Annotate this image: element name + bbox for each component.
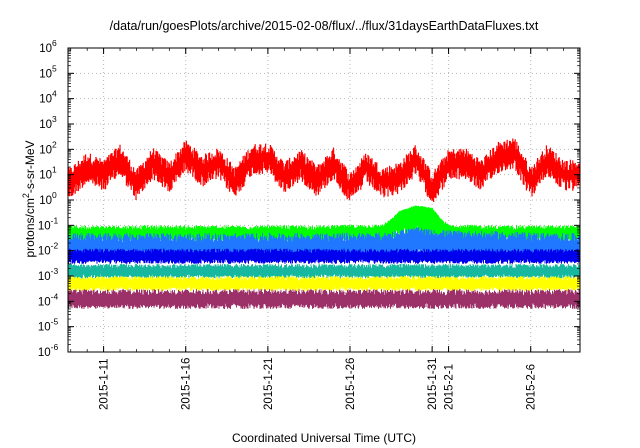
y-tick-label: 10-6 (38, 342, 59, 359)
y-tick-label: 104 (39, 89, 57, 106)
y-tick-base: 10 (39, 43, 52, 55)
y-tick-label: 10-1 (38, 215, 59, 232)
x-tick-label: 2015-1-11 (99, 358, 111, 410)
axes: 10-610-510-410-310-210-11001011021031041… (38, 38, 581, 410)
y-axis-label-sup: 2 (21, 193, 31, 198)
chart-title: /data/run/goesPlots/archive/2015-02-08/f… (110, 19, 539, 33)
y-tick-label: 100 (39, 190, 57, 207)
y-tick-base: 10 (39, 144, 52, 156)
x-tick-label: 2015-2-6 (526, 364, 538, 410)
y-tick-exponent: -3 (51, 266, 59, 276)
y-tick-base: 10 (38, 322, 51, 334)
y-tick-label: 10-5 (38, 317, 59, 334)
y-axis-label: protons/cm2-s-sr-MeV (21, 140, 37, 257)
y-tick-base: 10 (38, 271, 51, 283)
y-tick-label: 101 (39, 165, 57, 182)
series-layer (67, 138, 581, 309)
y-tick-base: 10 (39, 119, 52, 131)
y-tick-base: 10 (39, 195, 52, 207)
y-tick-exponent: -2 (51, 241, 59, 251)
x-tick-label: 2015-1-26 (345, 358, 357, 410)
x-tick-label: 2015-2-1 (444, 364, 456, 410)
x-tick-label: 2015-1-31 (427, 358, 439, 410)
y-tick-base: 10 (38, 246, 51, 258)
y-tick-label: 105 (39, 63, 57, 80)
y-tick-exponent: 0 (52, 190, 57, 200)
y-tick-label: 10-2 (38, 241, 59, 258)
y-tick-exponent: -1 (51, 215, 59, 225)
y-tick-base: 10 (39, 94, 52, 106)
y-tick-exponent: 5 (52, 63, 57, 73)
y-tick-label: 103 (39, 114, 57, 131)
y-tick-exponent: -6 (51, 342, 59, 352)
y-tick-label: 106 (39, 38, 57, 55)
y-tick-exponent: -4 (51, 291, 59, 301)
y-tick-exponent: 3 (52, 114, 57, 124)
y-tick-base: 10 (38, 220, 51, 232)
x-tick-label: 2015-1-16 (181, 358, 193, 410)
y-tick-exponent: -5 (51, 317, 59, 327)
x-axis-label: Coordinated Universal Time (UTC) (232, 431, 416, 445)
y-tick-exponent: 2 (52, 139, 57, 149)
y-axis-label-post: -s-sr-MeV (23, 140, 37, 193)
y-tick-base: 10 (38, 347, 51, 359)
y-tick-exponent: 4 (52, 89, 57, 99)
y-tick-exponent: 1 (52, 165, 57, 175)
y-tick-exponent: 6 (52, 38, 57, 48)
y-tick-label: 10-4 (38, 291, 59, 308)
x-tick-label: 2015-1-21 (263, 358, 275, 410)
y-tick-label: 102 (39, 139, 57, 156)
y-axis-label-pre: protons/cm (23, 198, 37, 257)
y-tick-base: 10 (39, 68, 52, 80)
y-tick-base: 10 (38, 296, 51, 308)
y-tick-label: 10-3 (38, 266, 59, 283)
y-tick-base: 10 (39, 170, 52, 182)
plot-frame (67, 47, 581, 353)
